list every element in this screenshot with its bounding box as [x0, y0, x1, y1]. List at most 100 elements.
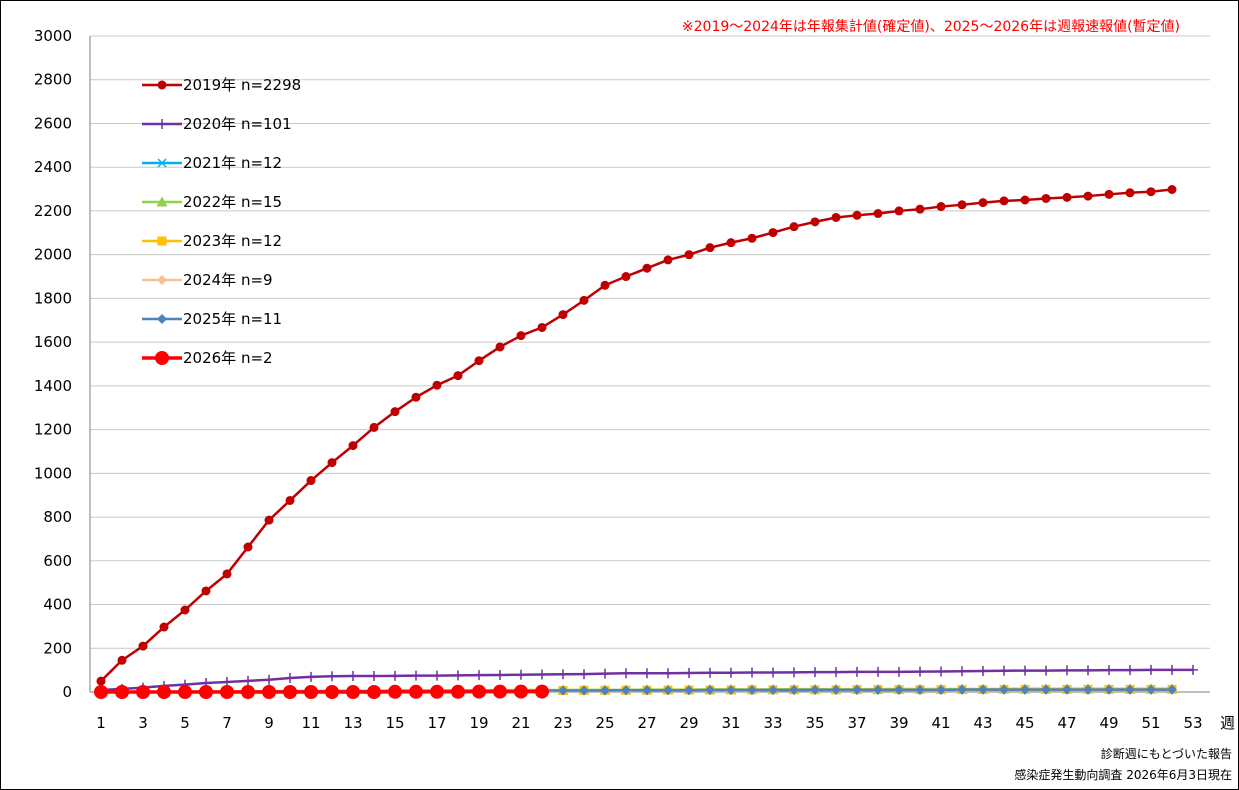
data-point [1020, 665, 1030, 676]
data-point [367, 685, 381, 699]
data-point [1041, 684, 1051, 695]
data-point [117, 655, 127, 665]
data-point [157, 80, 167, 90]
y-tick-label: 3000 [34, 27, 72, 45]
data-point [411, 670, 421, 681]
legend-item: 2020年 n=101 [142, 115, 292, 133]
data-point [600, 668, 610, 679]
data-point [180, 605, 190, 615]
data-point [474, 356, 484, 366]
series-layer [94, 185, 1198, 699]
data-point [159, 622, 169, 632]
data-point [579, 685, 589, 696]
data-point [222, 569, 232, 579]
x-tick-label: 23 [553, 714, 572, 732]
data-point [157, 236, 167, 246]
data-point [157, 275, 167, 285]
data-point [831, 684, 841, 695]
data-point [579, 295, 589, 305]
y-tick-label: 1200 [34, 421, 72, 439]
data-point [894, 684, 904, 695]
data-point [241, 685, 255, 699]
legend-item: 2026年 n=2 [142, 349, 273, 367]
y-tick-label: 600 [43, 552, 72, 570]
data-point [262, 685, 276, 699]
data-point [642, 668, 652, 679]
data-point [852, 666, 862, 677]
data-point [369, 422, 379, 432]
x-axis-label: 週 [1220, 714, 1235, 732]
data-point [178, 685, 192, 699]
data-point [304, 685, 318, 699]
data-point [642, 685, 652, 696]
legend-label: 2022年 n=15 [183, 193, 282, 211]
annotation-note: ※2019〜2024年は年報集計値(確定値)、2025〜2026年は週報速報値(… [682, 18, 1180, 35]
data-point [621, 272, 631, 282]
series-line [100, 188, 1173, 682]
data-point [474, 670, 484, 681]
data-point [810, 217, 820, 227]
data-point [789, 222, 799, 232]
data-point [1167, 664, 1177, 675]
y-tick-label: 2000 [34, 246, 72, 264]
data-point [1125, 188, 1135, 198]
data-point [138, 641, 148, 651]
y-tick-label: 2400 [34, 158, 72, 176]
data-point [514, 684, 528, 699]
x-tick-label: 13 [343, 714, 362, 732]
x-tick-label: 45 [1015, 714, 1034, 732]
data-point [558, 669, 568, 680]
legend-label: 2025年 n=11 [183, 310, 282, 328]
data-point [831, 667, 841, 678]
data-point [852, 684, 862, 695]
data-point [1104, 189, 1114, 199]
legend-item: 2025年 n=11 [142, 310, 282, 328]
data-point [726, 238, 736, 248]
data-point [1146, 187, 1156, 197]
x-axis-ticks: 1 3 5 7 9 11 13 15 17 19 21 23 25 27 29 31 33 35 37 39 41 43 4… [96, 714, 1202, 732]
data-point [789, 685, 799, 696]
data-point [537, 669, 547, 680]
x-tick-label: 21 [511, 714, 530, 732]
x-tick-label: 19 [469, 714, 488, 732]
data-point [495, 669, 505, 680]
y-tick-label: 1800 [34, 289, 72, 307]
series-1 [96, 185, 1177, 686]
data-point [978, 198, 988, 208]
data-point [535, 684, 549, 699]
data-point [999, 196, 1009, 206]
data-point [663, 685, 673, 696]
data-point [957, 666, 967, 677]
data-point [409, 684, 423, 699]
data-point [306, 671, 316, 682]
legend: 2019年 n=2298 2020年 n=101 2021年 n=12 2022年 n… [142, 76, 301, 367]
data-point [157, 158, 167, 168]
data-point [199, 685, 213, 699]
data-point [1167, 185, 1177, 195]
y-tick-label: 800 [43, 508, 72, 526]
data-point [915, 666, 925, 677]
x-tick-label: 53 [1183, 714, 1202, 732]
data-point [810, 667, 820, 678]
data-point [156, 196, 168, 207]
x-tick-label: 7 [222, 714, 232, 732]
x-tick-label: 5 [180, 714, 190, 732]
data-point [558, 685, 568, 696]
data-point [516, 669, 526, 680]
x-tick-label: 25 [595, 714, 614, 732]
data-point [978, 666, 988, 677]
data-point [243, 542, 253, 552]
data-point [1167, 684, 1177, 695]
legend-item: 2021年 n=12 [142, 154, 282, 172]
data-point [1125, 684, 1135, 695]
x-tick-label: 33 [763, 714, 782, 732]
x-tick-label: 37 [847, 714, 866, 732]
data-point [684, 685, 694, 696]
data-point [705, 243, 715, 253]
data-point [1125, 665, 1135, 676]
data-point [894, 206, 904, 216]
data-point [915, 204, 925, 214]
data-point [684, 250, 694, 260]
data-point [663, 255, 673, 265]
